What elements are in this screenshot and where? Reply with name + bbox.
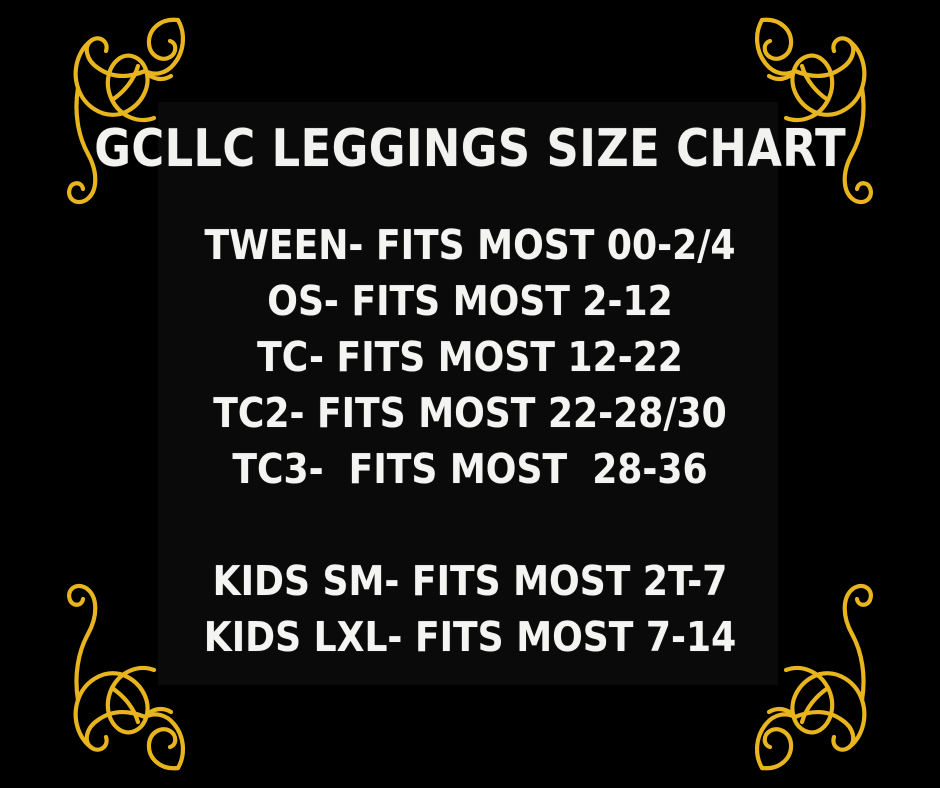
list-item: TWEEN- FITS MOST 00-2/4 <box>204 221 736 269</box>
list-item: TC2- FITS MOST 22-28/30 <box>213 389 727 437</box>
size-list: TWEEN- FITS MOST 00-2/4 OS- FITS MOST 2-… <box>0 217 940 665</box>
list-item: KIDS LXL- FITS MOST 7-14 <box>203 613 737 661</box>
page-title: GCLLC LEGGINGS SIZE CHART <box>94 119 846 179</box>
list-item: KIDS SM- FITS MOST 2T-7 <box>212 557 728 605</box>
list-item: OS- FITS MOST 2-12 <box>267 277 673 325</box>
list-item: TC3- FITS MOST 28-36 <box>232 445 708 493</box>
inner-panel-backdrop <box>158 102 778 685</box>
list-separator <box>56 497 883 553</box>
list-item: TC- FITS MOST 12-22 <box>257 333 683 381</box>
